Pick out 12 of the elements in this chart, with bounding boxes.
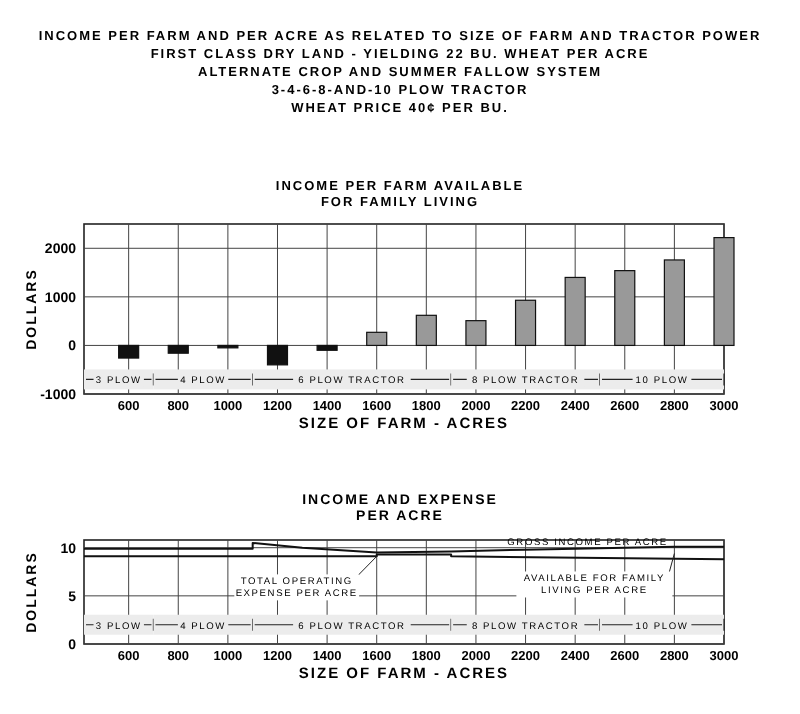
bar [465,320,487,347]
bar [713,237,735,347]
bar [514,299,537,347]
bar [663,259,685,347]
bar [415,314,437,347]
bar [118,344,140,359]
bar [167,344,189,354]
bar [316,344,338,351]
bar [614,270,636,347]
bar [366,331,388,347]
bar [564,276,586,347]
bar [266,344,289,366]
